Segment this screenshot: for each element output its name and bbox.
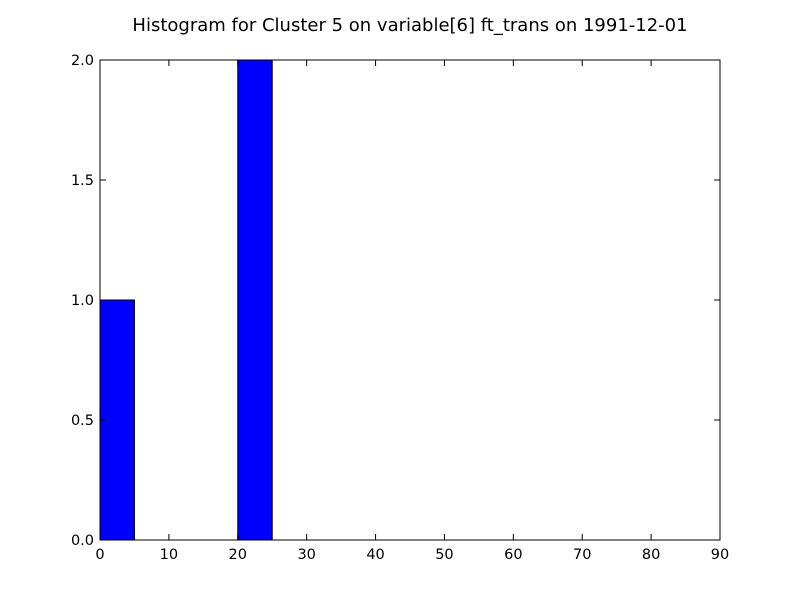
chart-title: Histogram for Cluster 5 on variable[6] f… — [132, 15, 687, 36]
x-tick-label: 10 — [160, 547, 178, 563]
bars-layer — [99, 59, 273, 541]
x-tick-label: 20 — [229, 547, 247, 563]
x-tick-label: 70 — [573, 547, 591, 563]
x-tick-label: 40 — [366, 547, 384, 563]
x-tick-label: 80 — [642, 547, 660, 563]
x-tick-label: 0 — [95, 547, 104, 563]
ticks-layer: 0 10 20 30 40 50 60 70 80 90 0.0 0.5 1.0 1.5 2.0 — [71, 53, 729, 563]
y-tick-label: 0.0 — [71, 533, 94, 549]
y-tick-label: 1.0 — [71, 293, 94, 309]
x-tick-label: 60 — [504, 547, 522, 563]
plot-frame — [99, 59, 721, 541]
y-tick-label: 2.0 — [71, 53, 94, 69]
x-tick-label: 50 — [435, 547, 453, 563]
x-tick-label: 30 — [297, 547, 315, 563]
x-tick-label: 90 — [711, 547, 729, 563]
y-tick-label: 0.5 — [71, 413, 94, 429]
histogram-bar — [237, 59, 273, 541]
y-tick-label: 1.5 — [71, 173, 94, 189]
